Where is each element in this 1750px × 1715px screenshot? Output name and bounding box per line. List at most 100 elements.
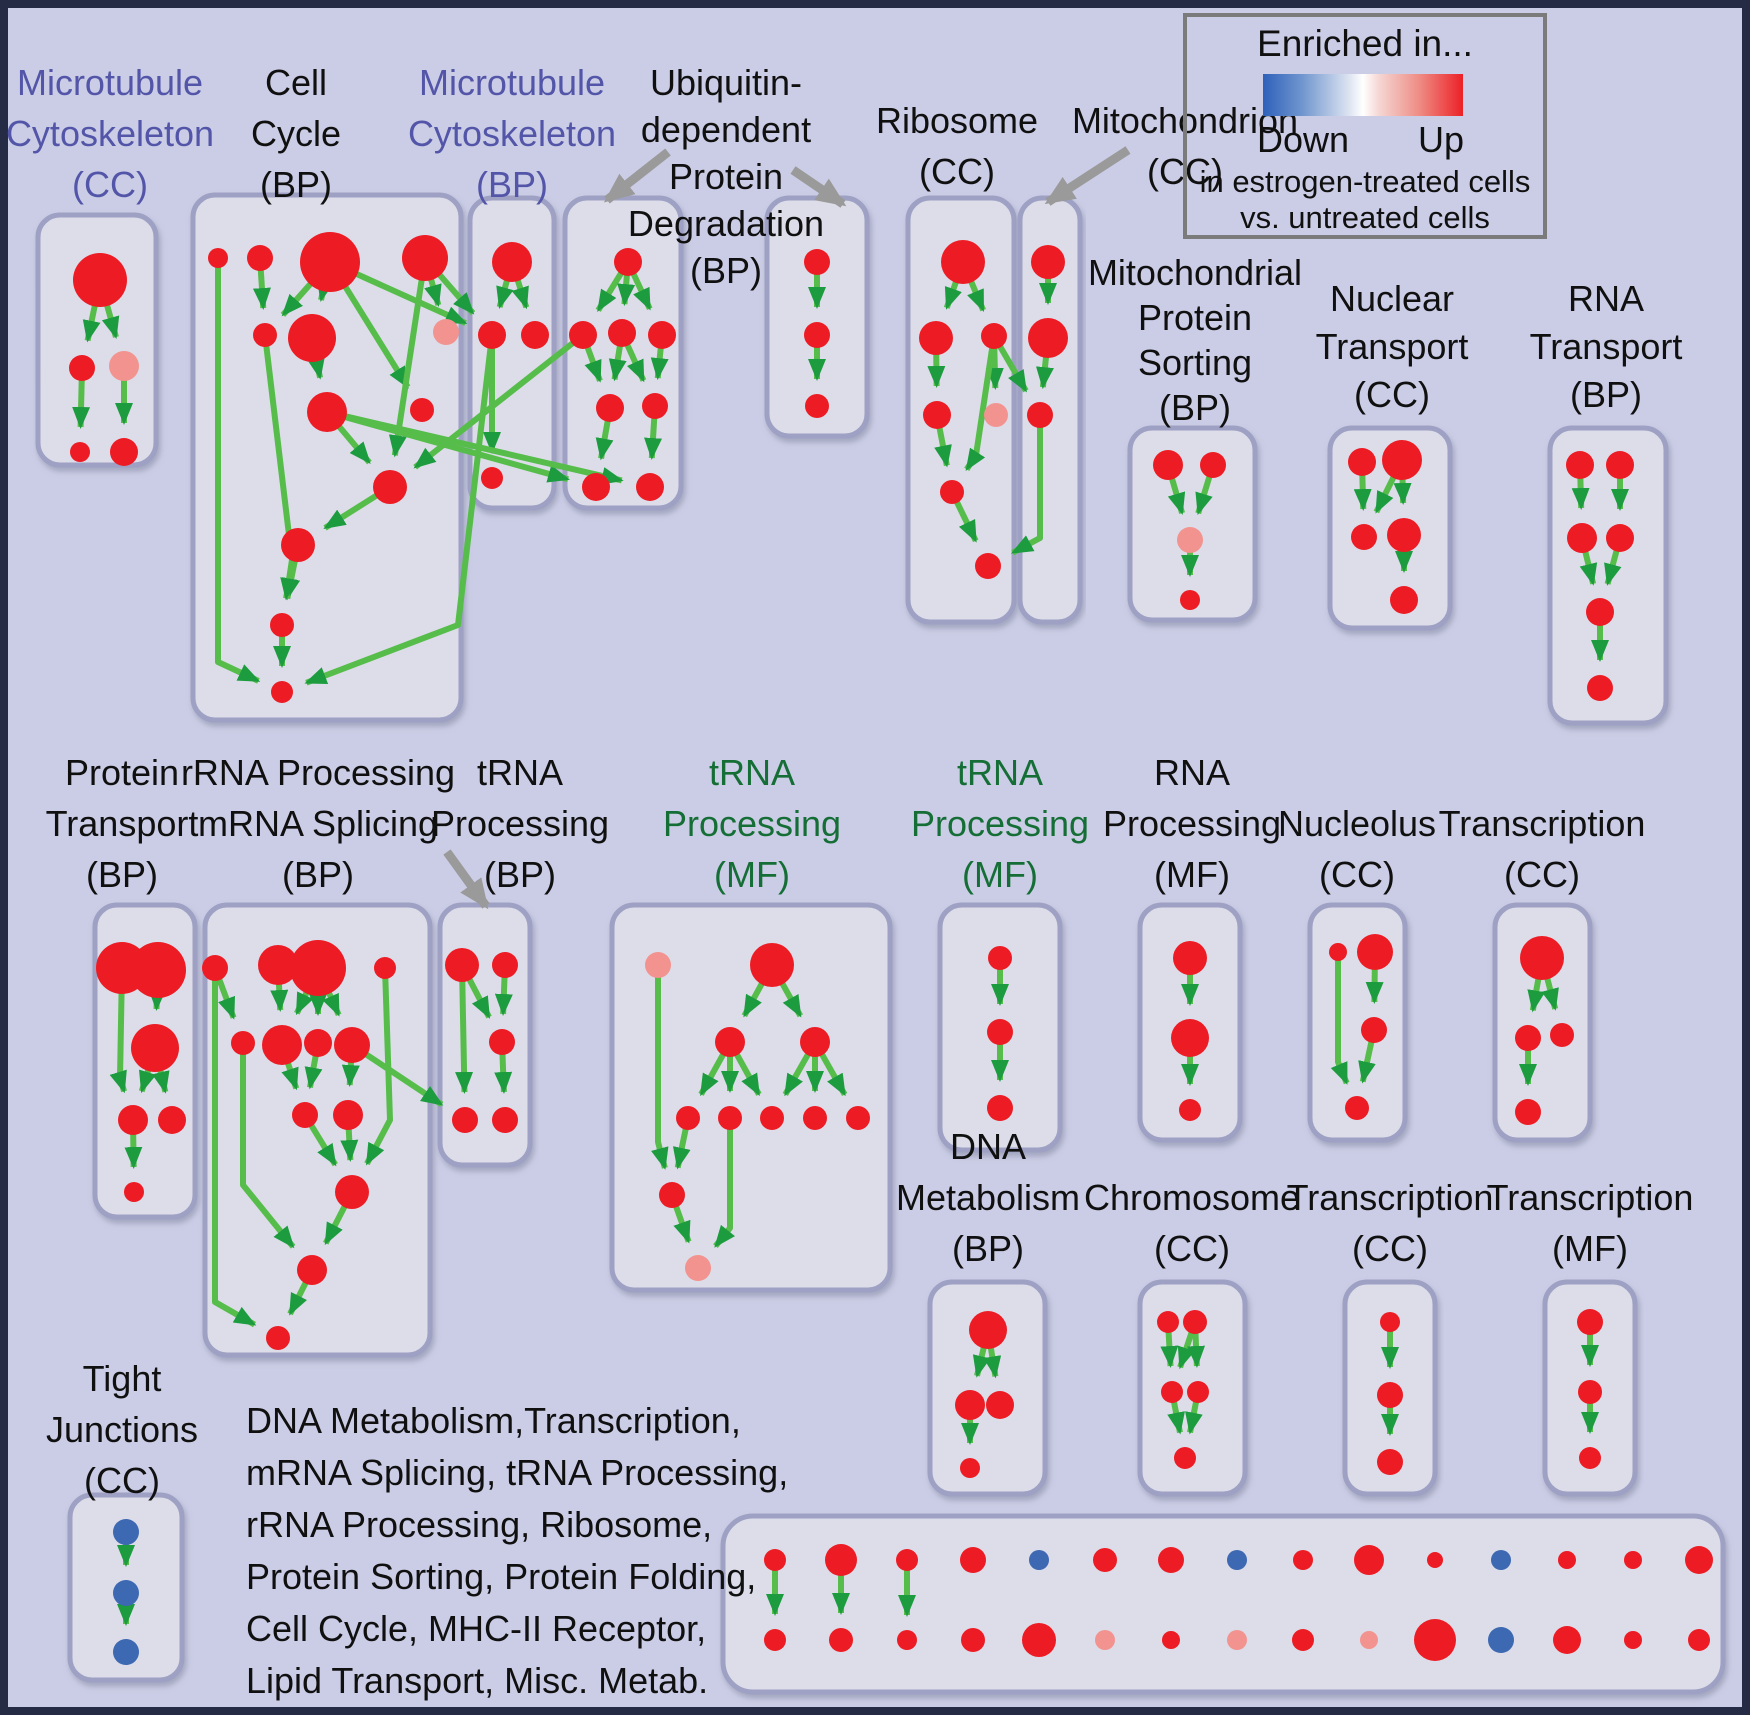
label-rrna-processing-mrna-splicing-bp: rRNA Processing mRNA Splicing (BP)	[181, 752, 455, 895]
edge-arrow	[101, 303, 120, 340]
edge-arrow	[336, 423, 372, 465]
gene-node-up	[1515, 1025, 1541, 1051]
label-mitochondrial-protein-sorting-bp: Mitochondrial Protein Sorting (BP)	[1088, 252, 1302, 428]
gene-node-up	[402, 235, 448, 281]
gene-node-up	[290, 940, 346, 996]
gene-node-up	[955, 1390, 985, 1420]
gene-node-up	[829, 1628, 853, 1652]
gene-node-up	[300, 232, 360, 292]
gene-node-up	[1688, 1629, 1710, 1651]
label-transcription-cc-row2: Transcription (CC)	[1439, 803, 1646, 895]
gene-node-up	[334, 1027, 370, 1063]
gene-node-up	[1179, 1099, 1201, 1121]
gene-node-up	[1553, 1626, 1581, 1654]
gene-node-up	[130, 942, 186, 998]
gene-node-up	[1187, 1381, 1209, 1403]
gene-node-up	[131, 1024, 179, 1072]
edge-arrow	[212, 979, 257, 1328]
gene-node-up	[1566, 451, 1594, 479]
edge-arrow	[323, 492, 379, 531]
gene-node-weak-up	[685, 1255, 711, 1281]
label-nucleolus-cc: Nucleolus (CC)	[1278, 803, 1436, 895]
gene-node-up	[715, 1027, 745, 1057]
gene-node-up	[1183, 1310, 1207, 1334]
edge-arrow	[270, 982, 289, 1013]
legend-down-label: Down	[1257, 119, 1349, 160]
edge-arrow	[1353, 473, 1372, 512]
edge-arrow	[287, 1280, 309, 1316]
gene-node-up	[582, 473, 610, 501]
edge-arrow	[584, 345, 603, 383]
edge-arrow	[341, 1060, 360, 1088]
gene-node-up	[304, 1029, 332, 1057]
edge-arrow	[294, 990, 314, 1016]
cluster-box-miscellaneous-terms	[720, 1513, 1726, 1695]
edge-arrow	[455, 979, 474, 1095]
edge-arrow	[934, 426, 952, 468]
gene-node-up	[960, 1547, 986, 1573]
gene-node-up	[1157, 1311, 1179, 1333]
gene-node-up	[981, 323, 1007, 349]
gene-node-up	[410, 398, 434, 422]
gene-node-down	[113, 1519, 139, 1545]
edge-arrow	[340, 1127, 359, 1163]
edge-arrow	[595, 270, 625, 313]
gene-node-down	[113, 1580, 139, 1606]
gene-node-up	[1624, 1631, 1642, 1649]
edge-arrow	[354, 270, 468, 326]
gene-node-weak-up	[1095, 1630, 1115, 1650]
cluster-box-dna-metabolism-bp	[927, 1279, 1048, 1497]
gene-node-up	[1624, 1551, 1642, 1569]
gene-node-up	[1387, 518, 1421, 552]
gene-node-weak-up	[1227, 1630, 1247, 1650]
gene-node-up	[1377, 1382, 1403, 1408]
edges	[72, 266, 1629, 1626]
gene-node-up	[1027, 402, 1053, 428]
gene-node-up	[923, 401, 951, 429]
gene-node-up	[940, 480, 964, 504]
gene-node-up	[1022, 1623, 1056, 1657]
gene-node-up	[1558, 1551, 1576, 1569]
edge-arrow	[1195, 474, 1213, 516]
gene-node-up	[941, 240, 985, 284]
gene-node-up	[608, 319, 636, 347]
gene-node-down	[1491, 1550, 1511, 1570]
label-trna-processing-mf-1: tRNA Processing (MF)	[663, 752, 841, 895]
gene-node-up	[266, 1326, 290, 1350]
leader-arrows	[443, 146, 1131, 910]
edge-arrow	[343, 413, 624, 485]
label-rna-processing-mf: RNA Processing (MF)	[1103, 752, 1281, 895]
gene-node-up	[492, 1107, 518, 1133]
gene-node-up	[288, 314, 336, 362]
gene-node-up	[118, 1105, 148, 1135]
gene-node-up	[987, 1019, 1013, 1045]
gene-node-up	[1174, 1447, 1196, 1469]
gene-node-up	[825, 1544, 857, 1576]
gene-node-up	[975, 553, 1001, 579]
label-tight-junctions-cc: Tight Junctions (CC)	[46, 1358, 198, 1501]
edge-arrow	[972, 1345, 991, 1378]
gene-node-up	[1031, 245, 1065, 279]
label-cell-cycle-bp: Cell Cycle (BP)	[251, 62, 341, 205]
gene-node-up	[919, 321, 953, 355]
edge-arrow	[1010, 426, 1043, 556]
gene-node-up	[569, 321, 597, 349]
edge-arrow	[323, 1203, 348, 1246]
edge-arrow	[494, 1052, 513, 1095]
gene-node-up	[614, 248, 642, 276]
gene-node-up	[1515, 1099, 1541, 1125]
gene-node-up	[124, 1182, 144, 1202]
gene-nodes	[69, 232, 1713, 1665]
gene-node-weak-up	[1360, 1631, 1378, 1649]
gene-node-up	[1200, 452, 1226, 478]
gene-node-up	[764, 1629, 786, 1651]
gene-node-up	[1579, 1447, 1601, 1469]
leader-arrow-ubiquitin-to-right-box	[790, 166, 847, 208]
gene-node-down	[1029, 1550, 1049, 1570]
gene-node-up	[764, 1549, 786, 1571]
leader-arrow-ubiquitin-to-left-box	[603, 148, 671, 204]
gene-node-up	[231, 1031, 255, 1055]
label-dna-metabolism-bp: DNA Metabolism (BP)	[896, 1126, 1080, 1269]
gene-node-down	[113, 1639, 139, 1665]
gene-node-up	[659, 1182, 685, 1208]
